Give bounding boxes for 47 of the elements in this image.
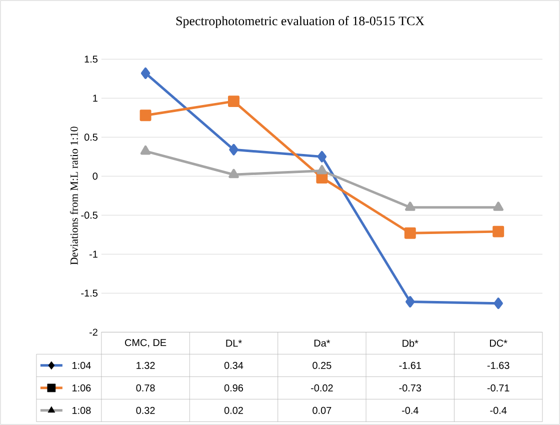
legend-label: 1:08: [72, 406, 91, 414]
legend-label: 1:06: [72, 384, 91, 392]
legend-label: 1:04: [72, 362, 91, 369]
x-tick-label: CMC, DE: [125, 339, 166, 348]
point: [406, 296, 415, 308]
data-label: -0.02: [311, 384, 333, 392]
data-label: -0.71: [487, 384, 510, 392]
point: [229, 144, 238, 156]
y-axis-title: Deviations from M:L ratio 1:10: [70, 126, 78, 265]
data-label: -1.63: [487, 362, 510, 369]
point: [317, 150, 327, 162]
data-label: -0.73: [399, 384, 422, 392]
y-tick-label: 1: [93, 94, 98, 102]
data-label: 0.25: [312, 362, 332, 369]
point: [228, 96, 240, 108]
point: [405, 202, 416, 211]
y-tick-label: 0: [92, 172, 98, 180]
data-label: 0.96: [224, 384, 243, 392]
x-tick-label: Da*: [314, 340, 330, 347]
data-label: 0.32: [136, 406, 155, 414]
point: [140, 110, 152, 122]
y-tick-label: 0.5: [84, 134, 98, 141]
x-tick-label: Db*: [402, 340, 418, 347]
point: [140, 67, 150, 79]
x-tick-label: DC*: [490, 340, 508, 347]
data-label: 0.34: [224, 362, 244, 369]
data-label: 0.78: [136, 384, 155, 392]
y-tick-label: -1.5: [81, 290, 98, 297]
point: [140, 145, 151, 155]
data-label: -0.4: [490, 406, 507, 414]
point: [494, 298, 503, 310]
y-tick-label: -1: [89, 250, 98, 258]
y-tick-label: -2: [89, 328, 98, 336]
data-label: 0.07: [312, 406, 332, 414]
y-tick-label: -0.5: [81, 212, 98, 219]
x-tick-label: DL*: [226, 340, 242, 347]
point: [228, 168, 239, 178]
data-label: -0.4: [402, 406, 418, 414]
point: [404, 227, 416, 239]
data-label: -1.61: [399, 362, 422, 369]
point: [316, 164, 328, 174]
data-label: 0.02: [224, 406, 243, 414]
point: [492, 226, 504, 238]
y-tick-label: 1.5: [84, 56, 98, 63]
data-label: 1.32: [136, 362, 155, 369]
chart-title: Spectrophotometric evaluation of 18-0515 TCX: [176, 16, 424, 28]
point: [493, 202, 504, 211]
